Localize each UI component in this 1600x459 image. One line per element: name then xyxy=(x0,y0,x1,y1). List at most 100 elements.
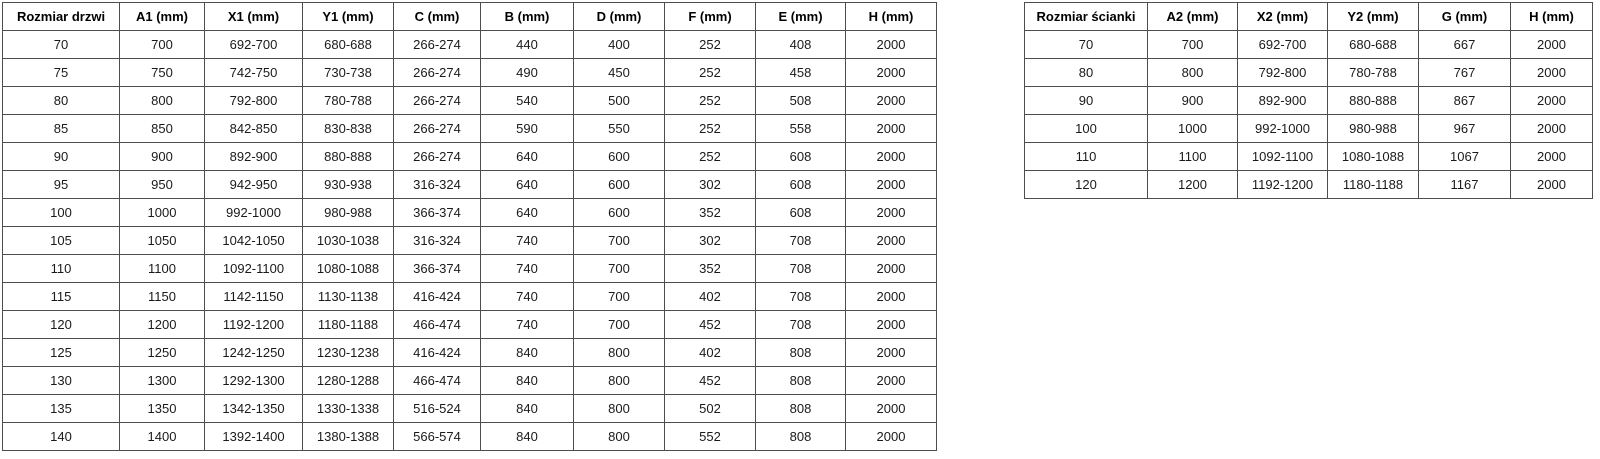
table-cell: 600 xyxy=(573,170,665,199)
table-row: 110 1100 1092-1100 1080-1088 366-374 740 700 35… xyxy=(2,254,937,283)
table-cell: 692-700 xyxy=(204,30,303,59)
table-cell: 1180-1188 xyxy=(1327,170,1419,199)
table-cell: 1380-1388 xyxy=(302,422,394,451)
column-header: C (mm) xyxy=(393,2,481,31)
table-cell: 800 xyxy=(573,366,665,395)
table-cell: 1080-1088 xyxy=(302,254,394,283)
table-cell: 742-750 xyxy=(204,58,303,87)
table-cell: 100 xyxy=(1024,114,1148,143)
table-row: 120 1200 1192-1200 1180-1188 466-474 740 700 45… xyxy=(2,310,937,339)
table-cell: 266-274 xyxy=(393,86,481,115)
table-row: 110 1100 1092-1100 1080-1088 1067 2000 xyxy=(1024,142,1593,171)
table-cell: 2000 xyxy=(845,86,937,115)
table-cell: 2000 xyxy=(845,338,937,367)
table-cell: 1067 xyxy=(1418,142,1511,171)
table-cell: 740 xyxy=(480,282,574,311)
table-cell: 830-838 xyxy=(302,114,394,143)
table-cell: 1200 xyxy=(1147,170,1238,199)
table-cell: 1100 xyxy=(1147,142,1238,171)
table-cell: 680-688 xyxy=(1327,30,1419,59)
table-cell: 80 xyxy=(2,86,120,115)
table-row: 125 1250 1242-1250 1230-1238 416-424 840 800 40… xyxy=(2,338,937,367)
table-cell: 842-850 xyxy=(204,114,303,143)
table-cell: 402 xyxy=(664,282,756,311)
table-row: 115 1150 1142-1150 1130-1138 416-424 740 700 40… xyxy=(2,282,937,311)
table-cell: 2000 xyxy=(845,282,937,311)
table-cell: 1180-1188 xyxy=(302,310,394,339)
table-cell: 352 xyxy=(664,254,756,283)
table-cell: 70 xyxy=(2,30,120,59)
table-cell: 808 xyxy=(755,394,846,423)
wall-size-table-body: 70 700 692-700 680-688 667 2000 80 800 792-800 78… xyxy=(1024,30,1593,199)
table-row: 100 1000 992-1000 980-988 366-374 640 600 352 60… xyxy=(2,198,937,227)
table-cell: 780-788 xyxy=(1327,58,1419,87)
table-cell: 302 xyxy=(664,226,756,255)
table-cell: 1350 xyxy=(119,394,205,423)
table-cell: 1150 xyxy=(119,282,205,311)
table-row: 100 1000 992-1000 980-988 967 2000 xyxy=(1024,114,1593,143)
table-cell: 508 xyxy=(755,86,846,115)
table-cell: 740 xyxy=(480,226,574,255)
table-cell: 75 xyxy=(2,58,120,87)
table-cell: 316-324 xyxy=(393,226,481,255)
table-cell: 252 xyxy=(664,114,756,143)
table-row: 90 900 892-900 880-888 266-274 640 600 252 608 20… xyxy=(2,142,937,171)
table-cell: 590 xyxy=(480,114,574,143)
table-cell: 2000 xyxy=(845,394,937,423)
table-cell: 840 xyxy=(480,422,574,451)
table-cell: 640 xyxy=(480,198,574,227)
table-cell: 800 xyxy=(119,86,205,115)
table-cell: 110 xyxy=(1024,142,1148,171)
table-cell: 2000 xyxy=(845,58,937,87)
table-cell: 1092-1100 xyxy=(1237,142,1328,171)
table-row: 105 1050 1042-1050 1030-1038 316-324 740 700 30… xyxy=(2,226,937,255)
table-row: 140 1400 1392-1400 1380-1388 566-574 840 800 55… xyxy=(2,422,937,451)
table-cell: 558 xyxy=(755,114,846,143)
table-cell: 1130-1138 xyxy=(302,282,394,311)
column-header: X1 (mm) xyxy=(204,2,303,31)
column-header: D (mm) xyxy=(573,2,665,31)
table-cell: 125 xyxy=(2,338,120,367)
table-cell: 252 xyxy=(664,86,756,115)
table-row: 120 1200 1192-1200 1180-1188 1167 2000 xyxy=(1024,170,1593,199)
table-cell: 135 xyxy=(2,394,120,423)
table-cell: 800 xyxy=(1147,58,1238,87)
table-cell: 608 xyxy=(755,170,846,199)
table-cell: 980-988 xyxy=(302,198,394,227)
table-cell: 466-474 xyxy=(393,366,481,395)
table-cell: 252 xyxy=(664,58,756,87)
table-cell: 840 xyxy=(480,366,574,395)
table-cell: 880-888 xyxy=(302,142,394,171)
table-cell: 740 xyxy=(480,310,574,339)
table-row: 70 700 692-700 680-688 266-274 440 400 252 408 20… xyxy=(2,30,937,59)
table-cell: 458 xyxy=(755,58,846,87)
header-row: Rozmiar ścianki A2 (mm) X2 (mm) Y2 (mm) G (m… xyxy=(1024,2,1593,31)
table-cell: 750 xyxy=(119,58,205,87)
table-cell: 2000 xyxy=(1510,142,1593,171)
table-cell: 400 xyxy=(573,30,665,59)
table-cell: 700 xyxy=(573,254,665,283)
table-cell: 490 xyxy=(480,58,574,87)
table-cell: 500 xyxy=(573,86,665,115)
table-cell: 692-700 xyxy=(1237,30,1328,59)
table-cell: 1230-1238 xyxy=(302,338,394,367)
table-cell: 2000 xyxy=(845,366,937,395)
table-row: 135 1350 1342-1350 1330-1338 516-524 840 800 50… xyxy=(2,394,937,423)
table-cell: 550 xyxy=(573,114,665,143)
table-cell: 1167 xyxy=(1418,170,1511,199)
table-cell: 516-524 xyxy=(393,394,481,423)
table-cell: 2000 xyxy=(845,142,937,171)
table-cell: 252 xyxy=(664,142,756,171)
wall-size-table: Rozmiar ścianki A2 (mm) X2 (mm) Y2 (mm) G (m… xyxy=(1024,2,1593,199)
table-cell: 780-788 xyxy=(302,86,394,115)
table-cell: 105 xyxy=(2,226,120,255)
table-cell: 942-950 xyxy=(204,170,303,199)
table-cell: 2000 xyxy=(845,114,937,143)
table-cell: 700 xyxy=(1147,30,1238,59)
table-cell: 892-900 xyxy=(204,142,303,171)
table-cell: 452 xyxy=(664,310,756,339)
table-cell: 708 xyxy=(755,254,846,283)
table-cell: 115 xyxy=(2,282,120,311)
table-cell: 800 xyxy=(573,422,665,451)
table-cell: 2000 xyxy=(845,310,937,339)
